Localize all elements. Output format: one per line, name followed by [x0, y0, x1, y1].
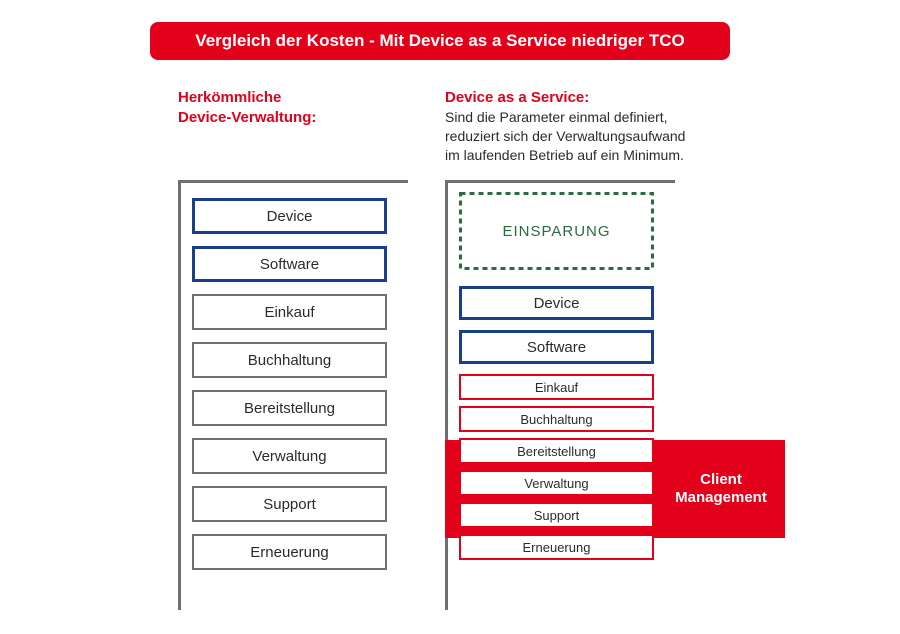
box-label: Buchhaltung — [248, 352, 331, 369]
box-label: Verwaltung — [524, 476, 588, 491]
box-label: Erneuerung — [523, 540, 591, 555]
left-box-buchhaltung: Buchhaltung — [192, 342, 387, 378]
box-label: Device — [534, 295, 580, 312]
left-box-support: Support — [192, 486, 387, 522]
left-box-device: Device — [192, 198, 387, 234]
title-bar: Vergleich der Kosten - Mit Device as a S… — [150, 22, 730, 60]
left-box-bereitstellung: Bereitstellung — [192, 390, 387, 426]
savings-box: EINSPARUNG — [459, 192, 654, 270]
right-box-device: Device — [459, 286, 654, 320]
heading-line: Device-Verwaltung: — [178, 108, 316, 128]
subtext-line: im laufenden Betrieb auf ein Minimum. — [445, 146, 685, 165]
savings-label: EINSPARUNG — [502, 223, 610, 240]
box-label: Software — [260, 256, 319, 273]
left-box-verwaltung: Verwaltung — [192, 438, 387, 474]
right-box-bereitstellung: Bereitstellung — [459, 438, 654, 464]
left-box-software: Software — [192, 246, 387, 282]
subtext-line: reduziert sich der Verwaltungsaufwand — [445, 127, 685, 146]
box-label: Einkauf — [264, 304, 314, 321]
box-label: Device — [267, 208, 313, 225]
box-label: Support — [534, 508, 580, 523]
title-text: Vergleich der Kosten - Mit Device as a S… — [195, 31, 684, 51]
client-mgmt-line: Management — [675, 489, 767, 507]
box-label: Bereitstellung — [517, 444, 596, 459]
client-mgmt-line: Client — [700, 471, 742, 489]
heading-line: Device as a Service: — [445, 88, 685, 108]
client-management-block: ClientManagement — [657, 440, 785, 538]
right-box-einkauf: Einkauf — [459, 374, 654, 400]
left-box-erneuerung: Erneuerung — [192, 534, 387, 570]
right-box-buchhaltung: Buchhaltung — [459, 406, 654, 432]
box-label: Support — [263, 496, 316, 513]
right-box-erneuerung: Erneuerung — [459, 534, 654, 560]
left-box-einkauf: Einkauf — [192, 294, 387, 330]
left-column-heading: HerkömmlicheDevice-Verwaltung: — [178, 88, 316, 129]
right-column-heading: Device as a Service:Sind die Parameter e… — [445, 88, 685, 165]
subtext-line: Sind die Parameter einmal definiert, — [445, 108, 685, 127]
box-label: Einkauf — [535, 380, 578, 395]
right-box-support: Support — [459, 502, 654, 528]
box-label: Buchhaltung — [520, 412, 592, 427]
box-label: Erneuerung — [250, 544, 328, 561]
box-label: Verwaltung — [252, 448, 326, 465]
heading-line: Herkömmliche — [178, 88, 316, 108]
box-label: Bereitstellung — [244, 400, 335, 417]
right-box-software: Software — [459, 330, 654, 364]
right-box-verwaltung: Verwaltung — [459, 470, 654, 496]
box-label: Software — [527, 339, 586, 356]
